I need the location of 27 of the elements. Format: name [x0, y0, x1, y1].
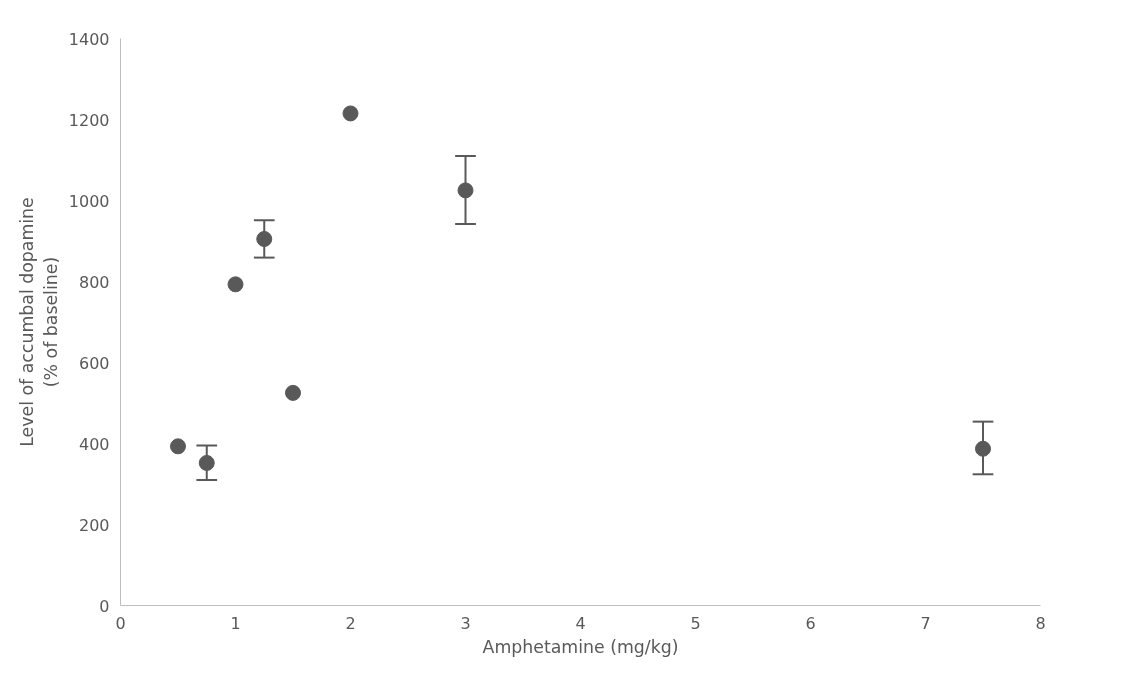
- x-tick-label: 4: [575, 613, 586, 633]
- x-tick-label: 8: [1035, 613, 1046, 633]
- y-tick-label: 600: [78, 353, 110, 373]
- point: [285, 384, 301, 401]
- point: [198, 454, 215, 471]
- x-tick-label: 7: [920, 613, 931, 633]
- point: [227, 276, 244, 293]
- y-axis-title: Level of accumbal dopamine (% of baseline): [16, 197, 61, 447]
- x-tick-label: 3: [460, 613, 471, 633]
- y-tick-label: 400: [78, 434, 110, 454]
- point: [342, 105, 359, 122]
- x-tick-label: 0: [115, 613, 126, 633]
- x-axis-title: Amphetamine (mg/kg): [482, 636, 679, 657]
- point: [457, 182, 474, 199]
- point: [256, 230, 273, 247]
- y-tick-label: 1400: [68, 29, 110, 49]
- point: [170, 438, 186, 455]
- x-tick-label: 2: [345, 613, 356, 633]
- y-tick-label: 1200: [68, 110, 110, 130]
- x-tick-label: 6: [805, 613, 816, 633]
- y-tick-label: 0: [99, 596, 110, 616]
- x-tick-label: 1: [230, 613, 241, 633]
- point: [975, 440, 991, 457]
- y-tick-label: 1000: [68, 191, 110, 211]
- y-tick-label: 800: [78, 272, 110, 292]
- x-tick-label: 5: [690, 613, 701, 633]
- y-tick-label: 200: [78, 515, 110, 535]
